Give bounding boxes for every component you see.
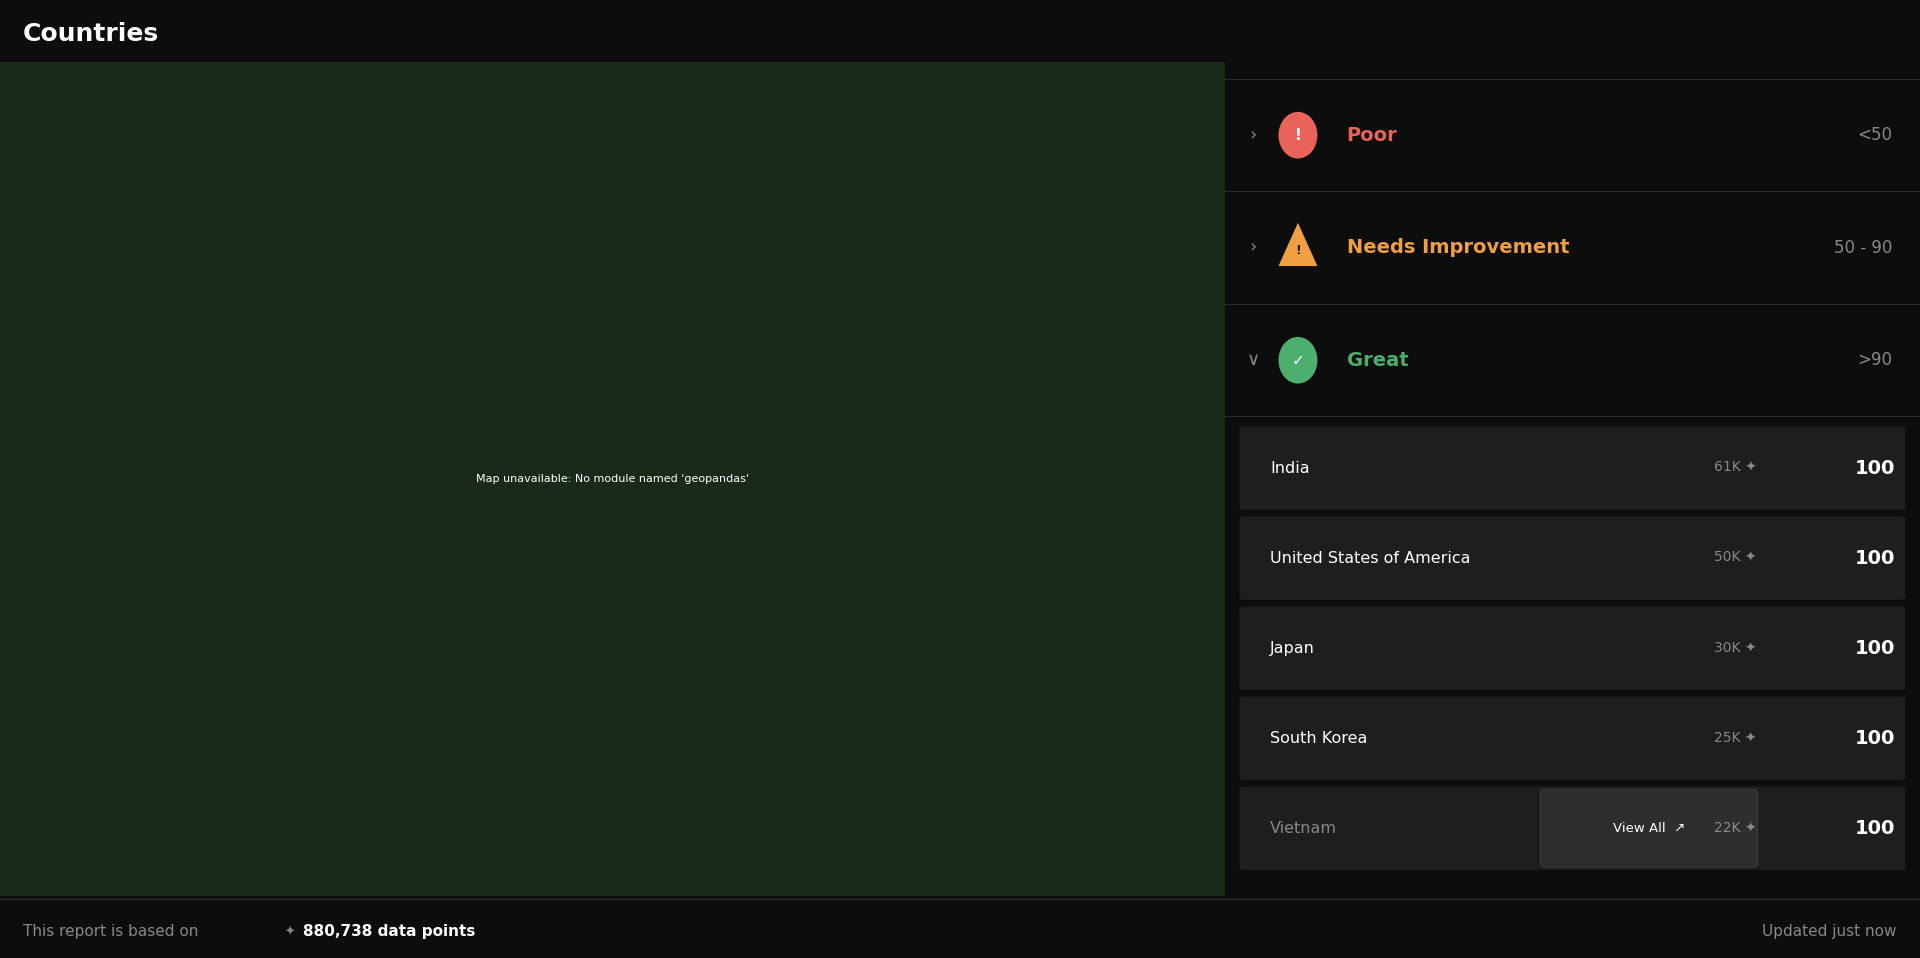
Circle shape — [1279, 337, 1317, 383]
Text: Japan: Japan — [1271, 641, 1315, 655]
Text: India: India — [1271, 461, 1309, 476]
Text: Great: Great — [1346, 351, 1407, 370]
Text: ✓: ✓ — [1292, 353, 1304, 368]
Text: Needs Improvement: Needs Improvement — [1346, 239, 1569, 257]
Text: Poor: Poor — [1346, 125, 1398, 145]
FancyBboxPatch shape — [1240, 787, 1905, 870]
FancyBboxPatch shape — [1540, 789, 1757, 867]
Text: 100: 100 — [1855, 729, 1895, 747]
Circle shape — [1279, 112, 1317, 158]
Text: 100: 100 — [1855, 639, 1895, 658]
Text: Map unavailable: No module named 'geopandas': Map unavailable: No module named 'geopan… — [476, 474, 749, 484]
FancyBboxPatch shape — [1240, 696, 1905, 780]
Text: ›: › — [1250, 239, 1256, 257]
Text: This report is based on: This report is based on — [23, 924, 198, 940]
Text: 22K ✦: 22K ✦ — [1715, 821, 1757, 835]
Text: 25K ✦: 25K ✦ — [1715, 731, 1757, 745]
Text: 100: 100 — [1855, 819, 1895, 837]
Text: United States of America: United States of America — [1271, 551, 1471, 565]
Text: South Korea: South Korea — [1271, 731, 1367, 745]
Text: Updated just now: Updated just now — [1763, 924, 1897, 940]
FancyBboxPatch shape — [1240, 606, 1905, 690]
Polygon shape — [1279, 222, 1317, 266]
Text: Vietnam: Vietnam — [1271, 821, 1336, 835]
Text: <50: <50 — [1857, 126, 1893, 145]
Text: 50 - 90: 50 - 90 — [1834, 239, 1893, 257]
Text: >90: >90 — [1857, 352, 1893, 369]
Text: !: ! — [1294, 127, 1302, 143]
FancyBboxPatch shape — [1240, 516, 1905, 600]
Text: 100: 100 — [1855, 459, 1895, 478]
Text: 61K ✦: 61K ✦ — [1715, 461, 1757, 475]
Text: 50K ✦: 50K ✦ — [1715, 551, 1757, 565]
Text: Countries: Countries — [23, 22, 159, 46]
Text: ›: › — [1250, 126, 1256, 145]
Text: View All  ↗: View All ↗ — [1613, 822, 1686, 834]
Text: !: ! — [1296, 243, 1302, 257]
Text: 100: 100 — [1855, 549, 1895, 568]
Text: ✦: ✦ — [284, 925, 294, 938]
FancyBboxPatch shape — [1240, 426, 1905, 510]
Text: 30K ✦: 30K ✦ — [1715, 641, 1757, 655]
Text: 880,738 data points: 880,738 data points — [303, 924, 476, 940]
Text: ∨: ∨ — [1246, 352, 1260, 369]
